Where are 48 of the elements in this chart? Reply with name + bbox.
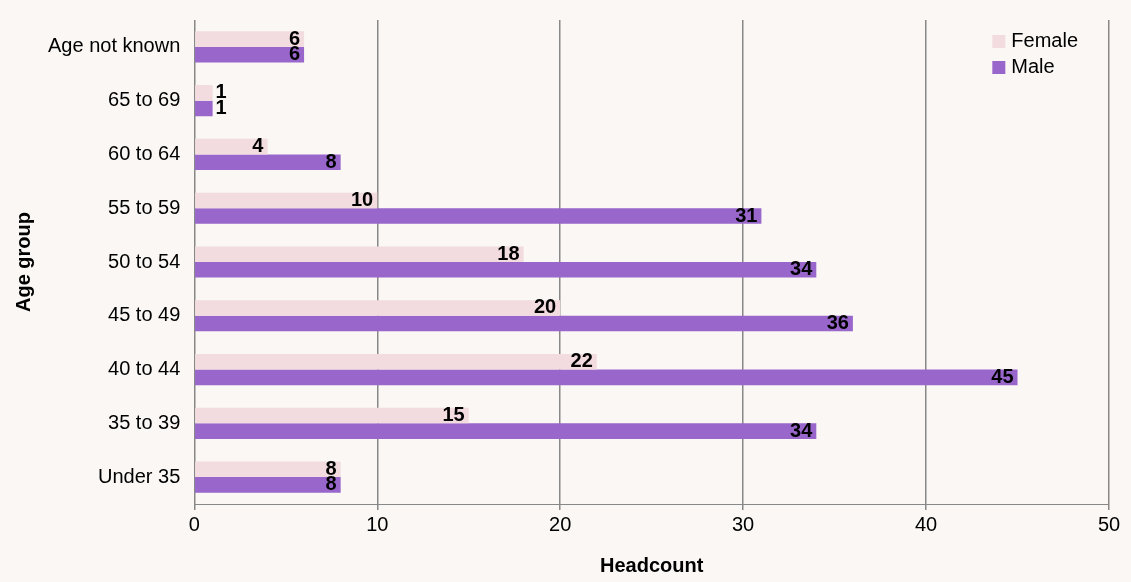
y-tick-label: 55 to 59 xyxy=(108,195,181,218)
bar xyxy=(195,31,305,47)
x-tick-label: 40 xyxy=(914,512,938,535)
data-label: 34 xyxy=(790,257,814,280)
data-label: 20 xyxy=(533,295,557,318)
x-tick-label: 0 xyxy=(188,512,200,535)
x-tick-label: 50 xyxy=(1097,512,1121,535)
bar xyxy=(195,353,597,370)
bar xyxy=(195,46,305,63)
y-tick-label: Age not known xyxy=(47,34,181,57)
y-tick-label: 60 to 64 xyxy=(108,141,181,164)
data-label: 10 xyxy=(351,187,374,210)
x-axis-title: Headcount xyxy=(599,553,704,576)
bar xyxy=(195,477,341,493)
data-label: 15 xyxy=(442,403,465,426)
data-label: 8 xyxy=(325,149,337,172)
y-tick-label: 65 to 69 xyxy=(108,88,181,111)
data-label: 34 xyxy=(790,418,814,441)
bar xyxy=(195,369,1018,386)
bar xyxy=(195,85,213,101)
bar xyxy=(195,423,817,439)
y-axis-title: Age group xyxy=(11,212,34,312)
bar xyxy=(195,100,213,117)
data-label: 22 xyxy=(570,349,593,372)
bar xyxy=(195,407,469,424)
bar xyxy=(195,315,853,332)
x-tick-label: 20 xyxy=(549,512,572,535)
legend-label: Male xyxy=(1011,54,1055,77)
y-tick-label: Under 35 xyxy=(98,464,181,487)
y-tick-label: 35 to 39 xyxy=(108,410,181,433)
bar xyxy=(195,461,341,478)
y-tick-label: 40 to 44 xyxy=(108,357,181,380)
data-label: 36 xyxy=(826,311,849,334)
y-tick-label: 50 to 54 xyxy=(108,249,181,272)
bar xyxy=(195,208,762,224)
x-tick-label: 10 xyxy=(366,512,389,535)
data-label: 31 xyxy=(735,203,758,226)
data-label: 4 xyxy=(252,134,265,157)
bar xyxy=(195,192,378,209)
legend-label: Female xyxy=(1011,28,1079,51)
bar xyxy=(195,246,524,262)
bar xyxy=(195,154,341,171)
bar xyxy=(195,300,561,316)
data-label: 45 xyxy=(991,364,1014,387)
x-tick-label: 30 xyxy=(732,512,755,535)
y-tick-label: 45 to 49 xyxy=(108,303,181,326)
data-label: 18 xyxy=(497,241,520,264)
bar xyxy=(195,262,817,278)
